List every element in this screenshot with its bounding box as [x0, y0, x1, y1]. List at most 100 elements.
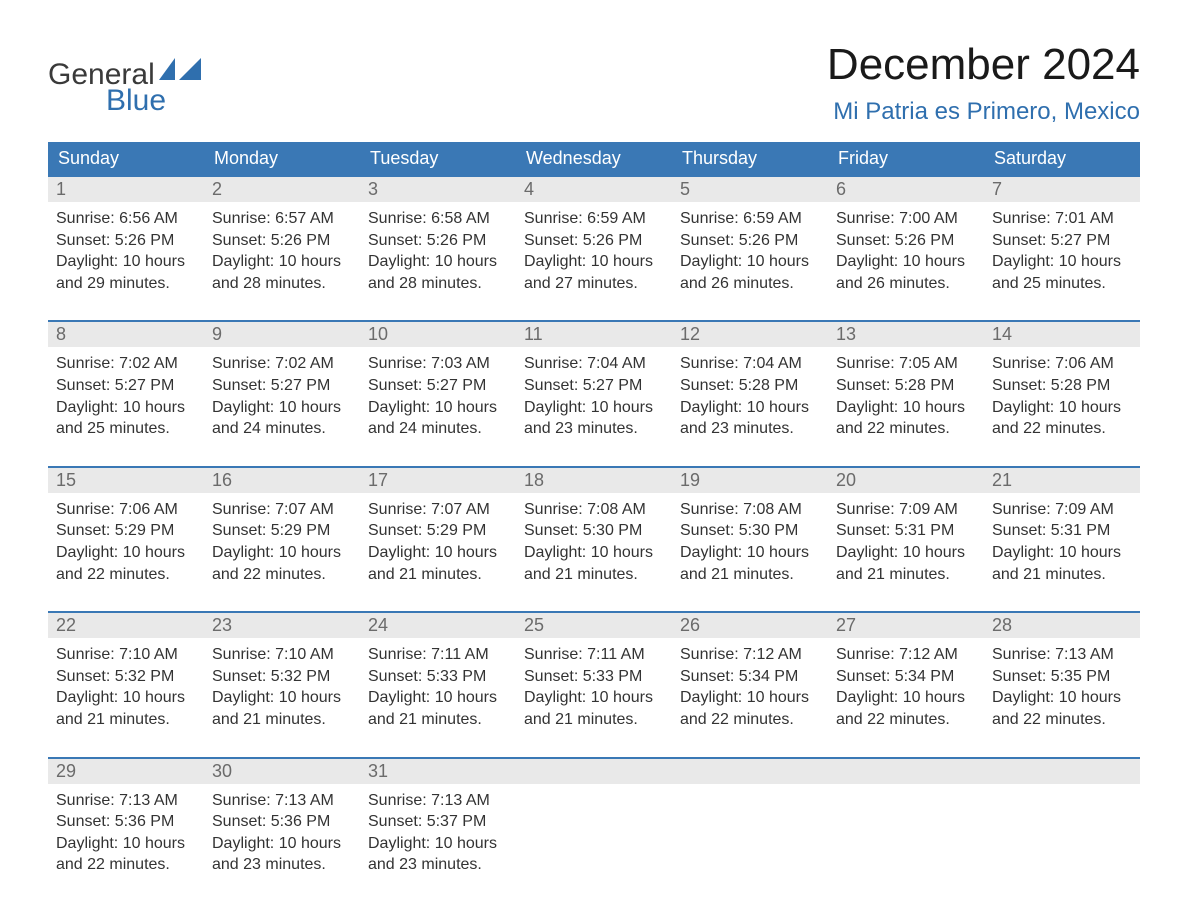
day-daylight1: Daylight: 10 hours: [836, 542, 976, 564]
day-daylight2: and 21 minutes.: [680, 564, 820, 586]
day-body: Sunrise: 7:13 AMSunset: 5:36 PMDaylight:…: [204, 784, 360, 884]
day-body: Sunrise: 6:56 AMSunset: 5:26 PMDaylight:…: [48, 202, 204, 302]
day-sunrise: Sunrise: 7:11 AM: [368, 644, 508, 666]
day-daylight1: Daylight: 10 hours: [836, 397, 976, 419]
title-month: December 2024: [827, 40, 1140, 90]
day-body: Sunrise: 6:57 AMSunset: 5:26 PMDaylight:…: [204, 202, 360, 302]
day-daylight1: Daylight: 10 hours: [680, 542, 820, 564]
day-daylight2: and 29 minutes.: [56, 273, 196, 295]
day-sunrise: Sunrise: 7:10 AM: [212, 644, 352, 666]
day-number-row: 21: [984, 468, 1140, 493]
day-daylight2: and 22 minutes.: [836, 709, 976, 731]
day-sunset: Sunset: 5:36 PM: [56, 811, 196, 833]
day-number: 28: [984, 613, 1140, 638]
day-sunrise: Sunrise: 7:07 AM: [212, 499, 352, 521]
logo-text-blue: Blue: [48, 86, 201, 116]
calendar-day: 10Sunrise: 7:03 AMSunset: 5:27 PMDayligh…: [360, 322, 516, 447]
day-body: Sunrise: 6:58 AMSunset: 5:26 PMDaylight:…: [360, 202, 516, 302]
day-daylight2: and 27 minutes.: [524, 273, 664, 295]
day-sunrise: Sunrise: 7:00 AM: [836, 208, 976, 230]
day-daylight2: and 22 minutes.: [56, 564, 196, 586]
dayname-sunday: Sunday: [48, 142, 204, 175]
day-sunrise: Sunrise: 7:13 AM: [368, 790, 508, 812]
day-body: Sunrise: 7:02 AMSunset: 5:27 PMDaylight:…: [48, 347, 204, 447]
day-daylight2: and 21 minutes.: [524, 564, 664, 586]
day-number: 8: [48, 322, 204, 347]
day-sunset: Sunset: 5:31 PM: [992, 520, 1132, 542]
day-daylight1: Daylight: 10 hours: [524, 251, 664, 273]
day-daylight1: Daylight: 10 hours: [212, 251, 352, 273]
day-body: Sunrise: 7:12 AMSunset: 5:34 PMDaylight:…: [672, 638, 828, 738]
day-sunrise: Sunrise: 7:06 AM: [992, 353, 1132, 375]
day-sunset: Sunset: 5:32 PM: [212, 666, 352, 688]
day-daylight2: and 22 minutes.: [992, 418, 1132, 440]
day-number: 27: [828, 613, 984, 638]
day-number: 21: [984, 468, 1140, 493]
day-number-row: 2: [204, 177, 360, 202]
day-number: 5: [672, 177, 828, 202]
day-sunrise: Sunrise: 7:09 AM: [836, 499, 976, 521]
day-number-row: 1: [48, 177, 204, 202]
day-number: 9: [204, 322, 360, 347]
day-daylight2: and 28 minutes.: [212, 273, 352, 295]
title-block: December 2024 Mi Patria es Primero, Mexi…: [827, 40, 1140, 126]
calendar-day: 24Sunrise: 7:11 AMSunset: 5:33 PMDayligh…: [360, 613, 516, 738]
day-body: Sunrise: 7:05 AMSunset: 5:28 PMDaylight:…: [828, 347, 984, 447]
calendar-day: 17Sunrise: 7:07 AMSunset: 5:29 PMDayligh…: [360, 468, 516, 593]
day-number-row: 31: [360, 759, 516, 784]
day-number-row: 19: [672, 468, 828, 493]
calendar-week: 1Sunrise: 6:56 AMSunset: 5:26 PMDaylight…: [48, 175, 1140, 302]
calendar-day: .: [828, 759, 984, 884]
day-daylight2: and 25 minutes.: [992, 273, 1132, 295]
day-body: Sunrise: 7:09 AMSunset: 5:31 PMDaylight:…: [828, 493, 984, 593]
dayname-thursday: Thursday: [672, 142, 828, 175]
calendar-day: 18Sunrise: 7:08 AMSunset: 5:30 PMDayligh…: [516, 468, 672, 593]
day-sunrise: Sunrise: 7:10 AM: [56, 644, 196, 666]
calendar-day: 21Sunrise: 7:09 AMSunset: 5:31 PMDayligh…: [984, 468, 1140, 593]
day-sunrise: Sunrise: 7:04 AM: [524, 353, 664, 375]
day-daylight1: Daylight: 10 hours: [680, 687, 820, 709]
day-sunrise: Sunrise: 7:08 AM: [680, 499, 820, 521]
day-daylight2: and 21 minutes.: [368, 564, 508, 586]
day-daylight1: Daylight: 10 hours: [524, 542, 664, 564]
day-daylight1: Daylight: 10 hours: [524, 687, 664, 709]
day-sunset: Sunset: 5:36 PM: [212, 811, 352, 833]
day-sunrise: Sunrise: 7:12 AM: [836, 644, 976, 666]
day-number-row: 28: [984, 613, 1140, 638]
day-sunset: Sunset: 5:31 PM: [836, 520, 976, 542]
day-daylight2: and 24 minutes.: [212, 418, 352, 440]
day-number-row: 10: [360, 322, 516, 347]
day-body: Sunrise: 6:59 AMSunset: 5:26 PMDaylight:…: [516, 202, 672, 302]
day-sunrise: Sunrise: 7:13 AM: [992, 644, 1132, 666]
calendar-day: .: [984, 759, 1140, 884]
day-sunset: Sunset: 5:37 PM: [368, 811, 508, 833]
day-daylight1: Daylight: 10 hours: [212, 833, 352, 855]
day-body: Sunrise: 7:09 AMSunset: 5:31 PMDaylight:…: [984, 493, 1140, 593]
day-number-row: 16: [204, 468, 360, 493]
day-number: 11: [516, 322, 672, 347]
day-daylight2: and 22 minutes.: [212, 564, 352, 586]
day-sunrise: Sunrise: 6:59 AM: [680, 208, 820, 230]
calendar-day: .: [672, 759, 828, 884]
day-body: Sunrise: 7:06 AMSunset: 5:28 PMDaylight:…: [984, 347, 1140, 447]
day-number: 1: [48, 177, 204, 202]
day-number: 3: [360, 177, 516, 202]
day-number-row: 17: [360, 468, 516, 493]
day-daylight2: and 21 minutes.: [368, 709, 508, 731]
calendar-day: 23Sunrise: 7:10 AMSunset: 5:32 PMDayligh…: [204, 613, 360, 738]
day-sunset: Sunset: 5:27 PM: [368, 375, 508, 397]
day-daylight2: and 23 minutes.: [212, 854, 352, 876]
day-number: 29: [48, 759, 204, 784]
day-number-row: .: [984, 759, 1140, 784]
day-daylight1: Daylight: 10 hours: [992, 542, 1132, 564]
day-daylight2: and 23 minutes.: [680, 418, 820, 440]
day-daylight2: and 21 minutes.: [992, 564, 1132, 586]
day-daylight1: Daylight: 10 hours: [368, 397, 508, 419]
day-sunrise: Sunrise: 7:06 AM: [56, 499, 196, 521]
day-number: 23: [204, 613, 360, 638]
calendar-day: 31Sunrise: 7:13 AMSunset: 5:37 PMDayligh…: [360, 759, 516, 884]
day-body: Sunrise: 7:12 AMSunset: 5:34 PMDaylight:…: [828, 638, 984, 738]
day-daylight1: Daylight: 10 hours: [56, 397, 196, 419]
day-sunset: Sunset: 5:26 PM: [680, 230, 820, 252]
day-sunset: Sunset: 5:28 PM: [836, 375, 976, 397]
